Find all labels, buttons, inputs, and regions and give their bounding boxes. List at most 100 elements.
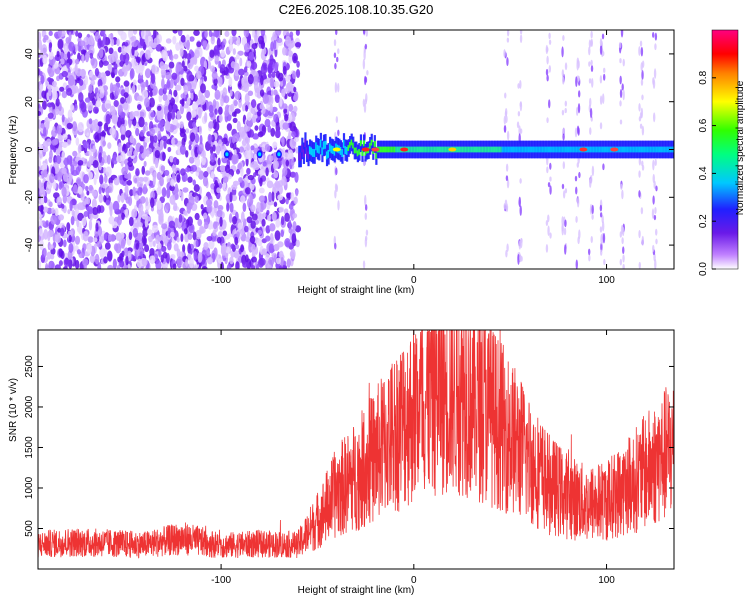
heatmap-cell (77, 185, 83, 195)
heatmap-cell (243, 30, 250, 38)
heatmap-cell (102, 85, 109, 92)
heatmap-cell (344, 146, 347, 155)
heatmap-cell (505, 249, 508, 258)
heatmap-cell (66, 222, 71, 231)
heatmap-cell (121, 126, 126, 135)
heatmap-cell (514, 146, 517, 153)
heatmap-cell (660, 146, 663, 153)
heatmap-cell (124, 247, 129, 257)
heatmap-cell (329, 143, 332, 152)
heatmap-cell (190, 164, 198, 172)
heatmap-cell (75, 166, 80, 176)
heatmap-cell (141, 258, 148, 266)
heatmap-cell (620, 224, 624, 235)
heatmap-cell (257, 229, 263, 235)
heatmap-cell (134, 194, 140, 201)
heatmap-cell (418, 146, 421, 153)
heatmap-cell (545, 44, 549, 55)
heatmap-cell (87, 236, 94, 243)
heatmap-cell (246, 230, 250, 240)
heatmap-cell (293, 90, 299, 102)
heatmap-cell (180, 128, 186, 134)
heatmap-cell (144, 34, 149, 46)
heatmap-cell (213, 30, 220, 38)
heatmap-cell (575, 106, 579, 117)
heatmap-cell (157, 200, 162, 210)
heatmap-cell (619, 58, 622, 64)
heatmap-cell (236, 231, 240, 238)
heatmap-cell (568, 146, 571, 153)
heatmap-cell (235, 168, 241, 175)
heatmap-hotspot (579, 147, 588, 152)
heatmap-cell (244, 93, 250, 104)
heatmap-cell (206, 256, 213, 265)
heatmap-cell (653, 68, 657, 79)
heatmap-cell (97, 225, 103, 237)
heatmap-cell (564, 100, 568, 107)
heatmap-cell (590, 65, 594, 72)
heatmap-cell (387, 146, 390, 153)
heatmap-cell (187, 176, 193, 183)
heatmap-cell (235, 244, 240, 250)
heatmap-cell (121, 212, 125, 221)
heatmap-cell (195, 239, 199, 248)
heatmap-cell (88, 184, 94, 191)
heatmap-cell (158, 88, 164, 96)
heatmap-cell (362, 140, 366, 147)
heatmap-cell (117, 194, 121, 203)
heatmap-cell (444, 146, 447, 153)
heatmap-cell (213, 45, 220, 55)
heatmap-cell (176, 256, 183, 267)
heatmap-cell (640, 62, 643, 72)
heatmap-cell (273, 201, 278, 207)
heatmap-cell (198, 108, 202, 119)
heatmap-cell (68, 41, 75, 52)
heatmap-cell (82, 258, 89, 267)
heatmap-cell (505, 115, 508, 124)
heatmap-cell (103, 90, 108, 97)
heatmap-cell (602, 232, 606, 244)
heatmap-cell (621, 83, 624, 91)
heatmap-cell (622, 246, 625, 254)
heatmap-cell (162, 251, 168, 259)
heatmap-cell (213, 77, 218, 86)
heatmap-cell (279, 264, 286, 269)
heatmap-cell (57, 30, 62, 38)
heatmap-cell (189, 257, 194, 269)
heatmap-cell (57, 38, 64, 50)
heatmap-cell (128, 216, 134, 227)
heatmap-cell (61, 186, 67, 197)
heatmap-cell (125, 129, 132, 138)
heatmap-cell (544, 146, 548, 153)
heatmap-cell (155, 43, 163, 52)
heatmap-cell (240, 211, 245, 223)
heatmap-cell (52, 180, 57, 190)
heatmap-cell (150, 190, 156, 200)
heatmap-cell (257, 131, 264, 138)
heatmap-cell (557, 146, 560, 153)
heatmap-cell (172, 30, 178, 34)
heatmap-cell (235, 261, 240, 269)
heatmap-cell (165, 38, 172, 44)
heatmap-cell (364, 212, 367, 221)
heatmap-cell (43, 229, 49, 240)
heatmap-cell (295, 30, 300, 36)
heatmap-cell (165, 72, 172, 80)
heatmap-cell (292, 220, 297, 231)
heatmap-cell (86, 197, 91, 205)
heatmap-hotspot (448, 147, 457, 152)
heatmap-cell (38, 205, 44, 212)
heatmap-cell (136, 181, 144, 189)
heatmap-cell (561, 183, 565, 190)
heatmap-cell (271, 71, 276, 78)
heatmap-cell (38, 31, 42, 42)
heatmap-cell (520, 255, 523, 262)
heatmap-cell (132, 118, 137, 127)
heatmap-cell (88, 36, 95, 46)
heatmap-cell (549, 176, 552, 182)
heatmap-cell (364, 149, 367, 156)
heatmap-cell (83, 211, 89, 218)
heatmap-cell (325, 151, 329, 160)
heatmap-cell (79, 99, 85, 110)
spectrogram-heatmap (38, 30, 674, 269)
